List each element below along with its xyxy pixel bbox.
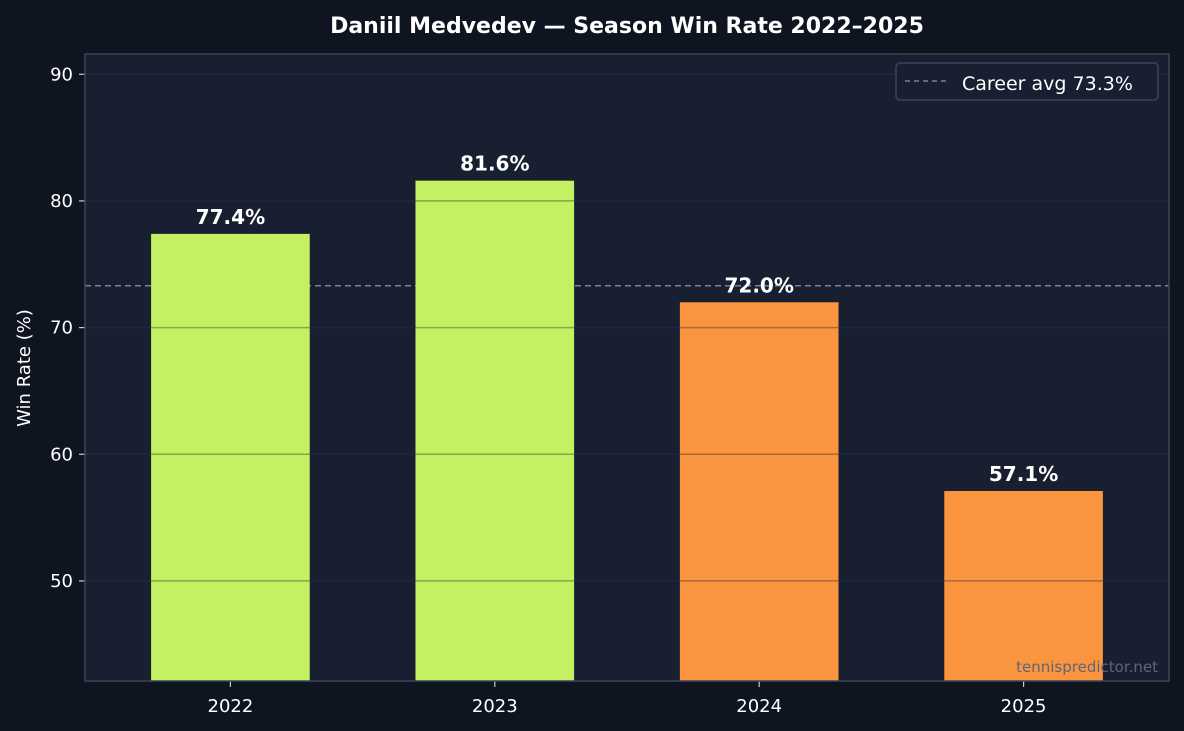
watermark: tennispredictor.net xyxy=(1016,658,1158,676)
plot-frame xyxy=(84,53,1170,682)
chart-title: Daniil Medvedev — Season Win Rate 2022–2… xyxy=(330,14,924,39)
legend: Career avg 73.3% xyxy=(895,62,1159,101)
y-axis-ticks: 50 60 70 80 90 xyxy=(50,64,85,592)
bars xyxy=(151,180,1103,681)
x-axis-ticks: 2022 2023 2024 2025 xyxy=(208,681,1047,717)
bar-value-labels: 77.4% 81.6% 72.0% 57.1% xyxy=(196,152,1059,486)
y-tick-label-90: 90 xyxy=(50,64,73,85)
x-tick-label-2023: 2023 xyxy=(472,696,518,717)
y-axis-label: Win Rate (%) xyxy=(14,309,35,427)
bar-value-label-2024: 72.0% xyxy=(724,273,793,297)
y-tick-label-50: 50 xyxy=(50,571,73,592)
bar-value-label-2022: 77.4% xyxy=(196,205,265,229)
x-tick-label-2025: 2025 xyxy=(1001,696,1047,717)
bar-2024 xyxy=(679,302,839,681)
legend-box xyxy=(895,62,1159,101)
x-tick-label-2022: 2022 xyxy=(208,696,254,717)
y-tick-label-80: 80 xyxy=(50,191,73,212)
legend-label: Career avg 73.3% xyxy=(962,73,1133,95)
bar-value-label-2023: 81.6% xyxy=(460,152,529,176)
bar-value-label-2025: 57.1% xyxy=(989,462,1058,486)
bar-2025 xyxy=(944,491,1103,681)
x-tick-label-2024: 2024 xyxy=(736,696,782,717)
y-tick-label-60: 60 xyxy=(50,444,73,465)
bar-2023 xyxy=(415,180,575,681)
y-tick-label-70: 70 xyxy=(50,318,73,339)
bar-2022 xyxy=(151,233,310,681)
